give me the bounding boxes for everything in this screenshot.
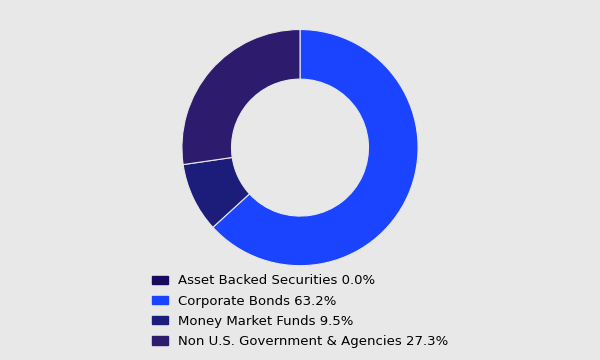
Wedge shape xyxy=(183,157,250,228)
Wedge shape xyxy=(213,30,418,266)
Legend: Asset Backed Securities 0.0%, Corporate Bonds 63.2%, Money Market Funds 9.5%, No: Asset Backed Securities 0.0%, Corporate … xyxy=(146,269,454,354)
Wedge shape xyxy=(182,30,300,165)
